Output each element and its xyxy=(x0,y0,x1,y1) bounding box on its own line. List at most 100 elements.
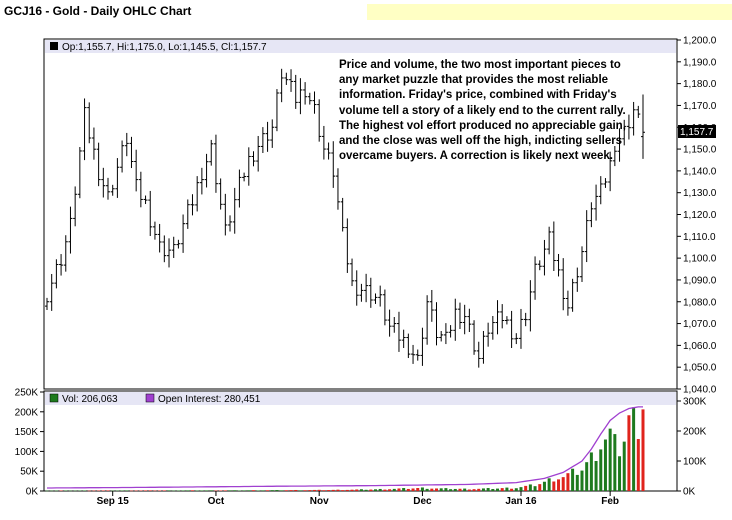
volume-bar xyxy=(575,474,579,491)
volume-bar xyxy=(505,487,509,491)
ohlc-bar xyxy=(359,283,364,302)
volume-bar xyxy=(430,488,434,491)
ohlc-bar xyxy=(523,312,528,327)
volume-bar xyxy=(312,489,316,491)
volume-bar xyxy=(87,490,91,492)
volume-tick-label: 250K xyxy=(15,388,39,399)
ohlc-bar xyxy=(204,153,209,188)
volume-tick-label: 0K xyxy=(26,487,39,498)
ohlc-bar xyxy=(209,139,214,166)
volume-bar xyxy=(416,488,420,491)
ohlc-bar xyxy=(509,310,514,348)
ohlc-bar xyxy=(242,172,247,182)
ohlc-bar xyxy=(641,94,645,159)
price-tick-label: 1,070.0 xyxy=(683,319,717,330)
ohlc-bar xyxy=(556,253,561,277)
volume-bar xyxy=(68,490,72,492)
ohlc-bar xyxy=(368,277,373,308)
open-interest-tick-label: 0K xyxy=(683,487,696,498)
ohlc-bar xyxy=(256,135,261,172)
volume-legend-swatch xyxy=(49,393,59,403)
volume-bar xyxy=(275,490,279,491)
ohlc-bar xyxy=(345,218,350,273)
ohlc-bar xyxy=(143,195,148,205)
ohlc-bar xyxy=(152,221,157,240)
price-tick-label: 1,080.0 xyxy=(683,297,717,308)
ohlc-bar xyxy=(495,300,500,335)
price-tick-label: 1,040.0 xyxy=(683,385,717,396)
volume-bar xyxy=(176,490,180,492)
volume-bar xyxy=(331,489,335,491)
ohlc-bar xyxy=(59,254,64,276)
price-tick-label: 1,130.0 xyxy=(683,188,717,199)
volume-bar xyxy=(139,490,143,492)
ohlc-bar xyxy=(63,235,68,272)
volume-bar xyxy=(200,490,204,491)
volume-bar xyxy=(355,489,359,491)
volume-bar xyxy=(463,488,467,491)
volume-bar xyxy=(547,478,551,491)
ohlc-bar xyxy=(312,91,317,114)
ohlc-bar xyxy=(434,302,439,346)
price-tick-label: 1,120.0 xyxy=(683,210,717,221)
volume-bar xyxy=(303,490,307,491)
volume-bar xyxy=(369,489,373,491)
volume-bar xyxy=(251,490,255,491)
volume-bar xyxy=(280,490,284,491)
volume-bar xyxy=(256,490,260,491)
price-tick-label: 1,100.0 xyxy=(683,254,717,265)
ohlc-bar xyxy=(110,184,115,196)
price-tick-label: 1,090.0 xyxy=(683,275,717,286)
volume-bar xyxy=(435,488,439,491)
volume-legend: Vol: 206,063 Open Interest: 280,451 xyxy=(49,393,261,405)
volume-bar xyxy=(125,490,129,491)
volume-bar xyxy=(308,490,312,491)
ohlc-bar xyxy=(157,223,162,253)
volume-bar xyxy=(45,490,49,492)
last-price-box xyxy=(678,125,716,138)
volume-bar xyxy=(228,490,232,491)
price-tick-label: 1,190.0 xyxy=(683,57,717,68)
ohlc-bar xyxy=(260,127,265,153)
time-axis: Sep 15 Oct Nov Dec Jan 16 Feb xyxy=(97,491,619,507)
volume-bar xyxy=(524,485,528,491)
volume-legend-strip xyxy=(45,392,676,405)
ohlc-bar xyxy=(486,322,491,347)
volume-bar xyxy=(528,484,532,491)
ohlc-bar xyxy=(396,311,401,352)
ohlc-bar xyxy=(547,226,552,255)
volume-bar xyxy=(270,490,274,491)
ohlc-bar xyxy=(91,127,96,160)
ohlc-bar xyxy=(101,167,106,198)
volume-bar xyxy=(406,488,410,491)
volume-bars xyxy=(45,407,645,492)
ohlc-bar xyxy=(326,142,331,160)
volume-bar xyxy=(453,488,457,491)
ohlc-bar xyxy=(401,329,406,348)
ohlc-bar xyxy=(199,167,204,195)
ohlc-bar xyxy=(68,206,73,254)
volume-bar xyxy=(519,487,523,491)
volume-axis-left: 250K 200K 150K 100K 50K 0K xyxy=(15,388,44,498)
volume-bar xyxy=(181,490,185,491)
ohlc-bar xyxy=(340,197,345,232)
ohlc-bar xyxy=(246,147,251,186)
volume-bar xyxy=(341,490,345,491)
volume-bar xyxy=(83,490,87,491)
volume-bar xyxy=(439,488,443,491)
ohlc-bar xyxy=(54,259,59,289)
open-interest-legend-swatch xyxy=(145,393,155,403)
ohlc-bar xyxy=(373,293,378,304)
volume-bar xyxy=(195,490,199,492)
ohlc-bar xyxy=(551,221,556,271)
ohlc-bar xyxy=(303,82,308,105)
price-tick-label: 1,180.0 xyxy=(683,79,717,90)
ohlc-bar xyxy=(270,119,275,148)
ohlc-bar xyxy=(223,193,228,236)
header-highlight-bar xyxy=(367,4,732,20)
volume-bar xyxy=(444,488,448,491)
volume-bar xyxy=(603,439,607,491)
volume-bar xyxy=(266,490,270,491)
volume-bar xyxy=(322,490,326,491)
volume-bar xyxy=(284,490,288,491)
